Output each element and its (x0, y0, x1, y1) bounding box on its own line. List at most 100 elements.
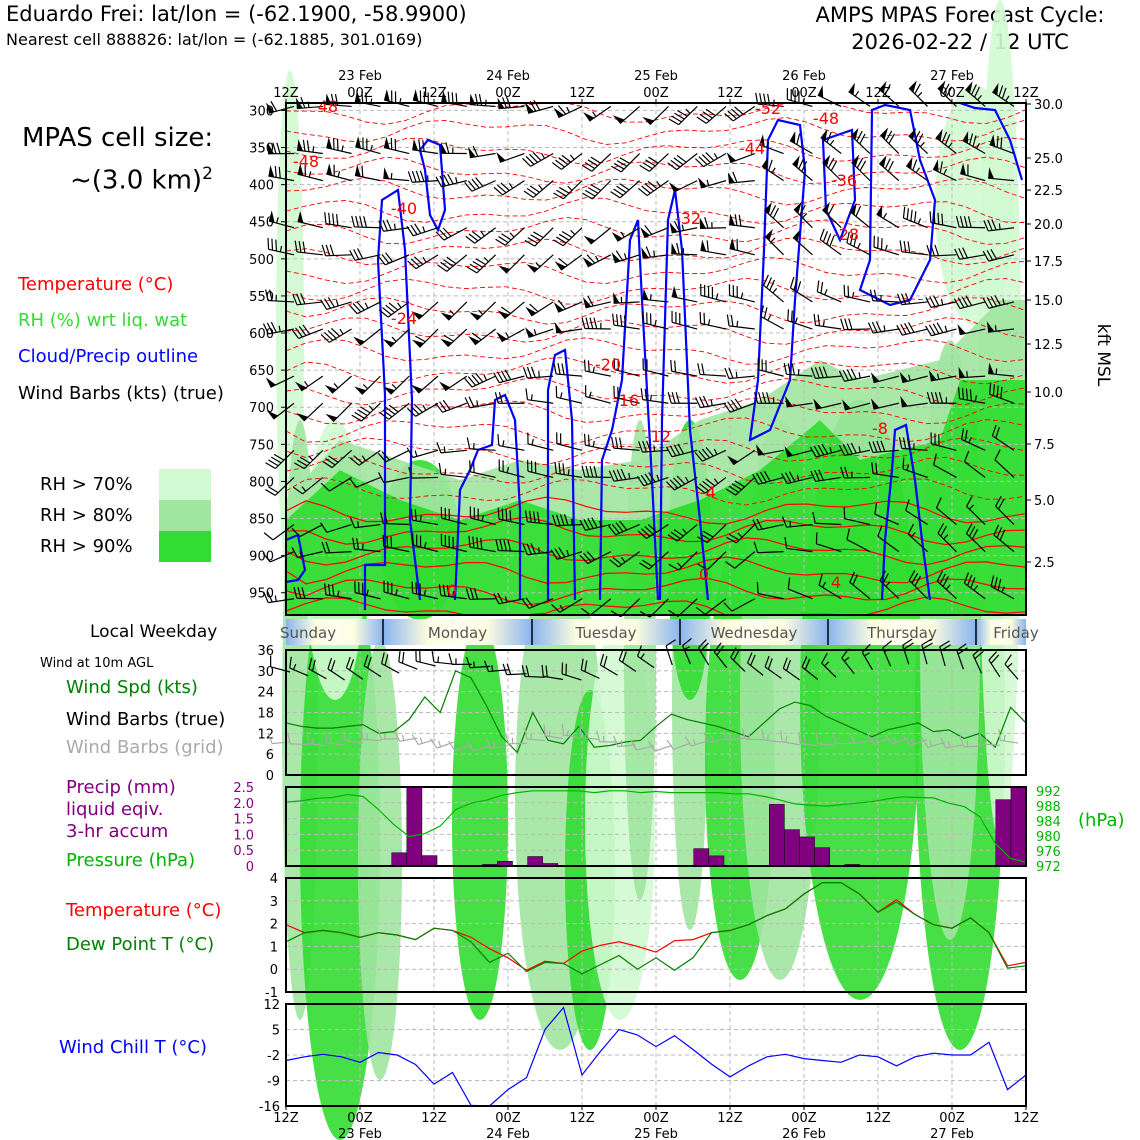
barb-shaft (412, 180, 439, 183)
barb-half-flag (685, 108, 691, 114)
barb-shaft (618, 551, 640, 568)
barb-flag (353, 455, 363, 464)
barb-flag (593, 317, 598, 329)
barb-half-flag (729, 733, 732, 740)
barb-pennant (671, 242, 678, 255)
wind-barb (382, 534, 410, 553)
barb-shaft (354, 548, 381, 553)
wind-barb (553, 362, 583, 377)
temperature-label: 0 (447, 581, 457, 600)
weekday-segment (976, 619, 1026, 645)
barb-pennant (728, 213, 735, 226)
wind-barb (876, 204, 900, 229)
barb-shaft (561, 153, 583, 170)
barb-half-flag (423, 589, 427, 596)
barb-flag (941, 213, 944, 226)
barb-flag (822, 366, 828, 378)
legend-rh: RH (%) wrt liq. wat (18, 310, 188, 331)
barb-flag (386, 219, 392, 231)
wind-barb (553, 227, 583, 247)
wind-barb (668, 551, 698, 571)
barb-flag (262, 323, 269, 335)
barb-flag (781, 473, 788, 484)
temperature-label: -36 (831, 171, 857, 190)
barb-flag (759, 471, 767, 483)
temperature-contour (285, 596, 1027, 616)
barb-shaft (728, 375, 755, 380)
wind-barb (666, 475, 698, 491)
barb-flag (965, 523, 973, 534)
barb-flag (729, 533, 740, 541)
barb-shaft (959, 226, 986, 229)
barb-shaft (945, 744, 964, 749)
barb-shaft (308, 742, 327, 747)
barb-shaft (636, 745, 655, 751)
barb-pennant (582, 297, 592, 308)
barb-shaft (908, 135, 929, 154)
barb-flag (913, 211, 917, 223)
wind-barb (324, 212, 352, 229)
barb-flag (422, 140, 425, 152)
barb-flag (728, 367, 734, 379)
barb-flag (435, 402, 443, 413)
barb-flag (970, 577, 976, 589)
barb-pennant (554, 261, 566, 271)
wind-barb (821, 201, 842, 229)
barb-flag (557, 105, 567, 115)
wind-barb (383, 167, 410, 182)
barb-shaft (303, 449, 324, 470)
barb-flag (499, 539, 504, 551)
barb-flag (556, 236, 567, 244)
barb-flag (963, 216, 968, 228)
barb-flag (705, 108, 716, 117)
barb-half-flag (337, 590, 340, 597)
barb-flag (327, 297, 335, 308)
barb-pennant (496, 331, 507, 342)
wind-barb (495, 227, 525, 246)
barb-flag (321, 541, 327, 554)
barb-flag (945, 86, 953, 97)
barb-shaft (963, 745, 982, 748)
barb-flag (356, 538, 360, 550)
wind-barb (582, 180, 612, 200)
barb-pennant (879, 81, 887, 94)
barb-flag (465, 235, 476, 244)
barb-shaft (274, 449, 295, 469)
barb-flag (875, 321, 882, 333)
wind-barb (819, 228, 842, 256)
barb-flag (356, 301, 365, 311)
barb-flag (967, 216, 972, 228)
barb-flag (697, 536, 708, 544)
weekday-segment (286, 619, 383, 645)
wind-barb (550, 547, 583, 560)
barb-half-flag (337, 171, 341, 178)
barb-flag (961, 387, 965, 400)
wind-barb (639, 153, 669, 172)
barb-flag (378, 472, 385, 483)
barb-flag (929, 296, 936, 307)
barb-flag (816, 280, 820, 292)
height-tick-label: 22.5 (1034, 184, 1063, 199)
temperature-tick: 0 (270, 963, 278, 978)
barb-flag (964, 429, 968, 442)
wind-barb (850, 127, 871, 154)
wind-barb (440, 301, 468, 321)
barb-flag (581, 465, 586, 477)
barb-flag (982, 250, 990, 262)
surface-wind-barb-true (782, 657, 800, 681)
barb-half-flag (370, 144, 373, 152)
wind-barb (435, 173, 467, 188)
windchill-line (285, 1006, 1027, 1107)
pressure-tick-label: 600 (249, 327, 274, 342)
barb-shaft (873, 472, 899, 479)
barb-pennant (785, 395, 793, 407)
barb-pennant (962, 130, 969, 144)
surface-wind-barb-grid (360, 728, 382, 742)
barb-shaft (561, 673, 582, 681)
wind-barb (553, 105, 583, 119)
barb-pennant (297, 163, 304, 176)
windchill-tick: -9 (267, 1075, 280, 1090)
barb-flag (367, 656, 372, 669)
barb-flag (726, 536, 737, 544)
barb-half-flag (299, 550, 302, 557)
